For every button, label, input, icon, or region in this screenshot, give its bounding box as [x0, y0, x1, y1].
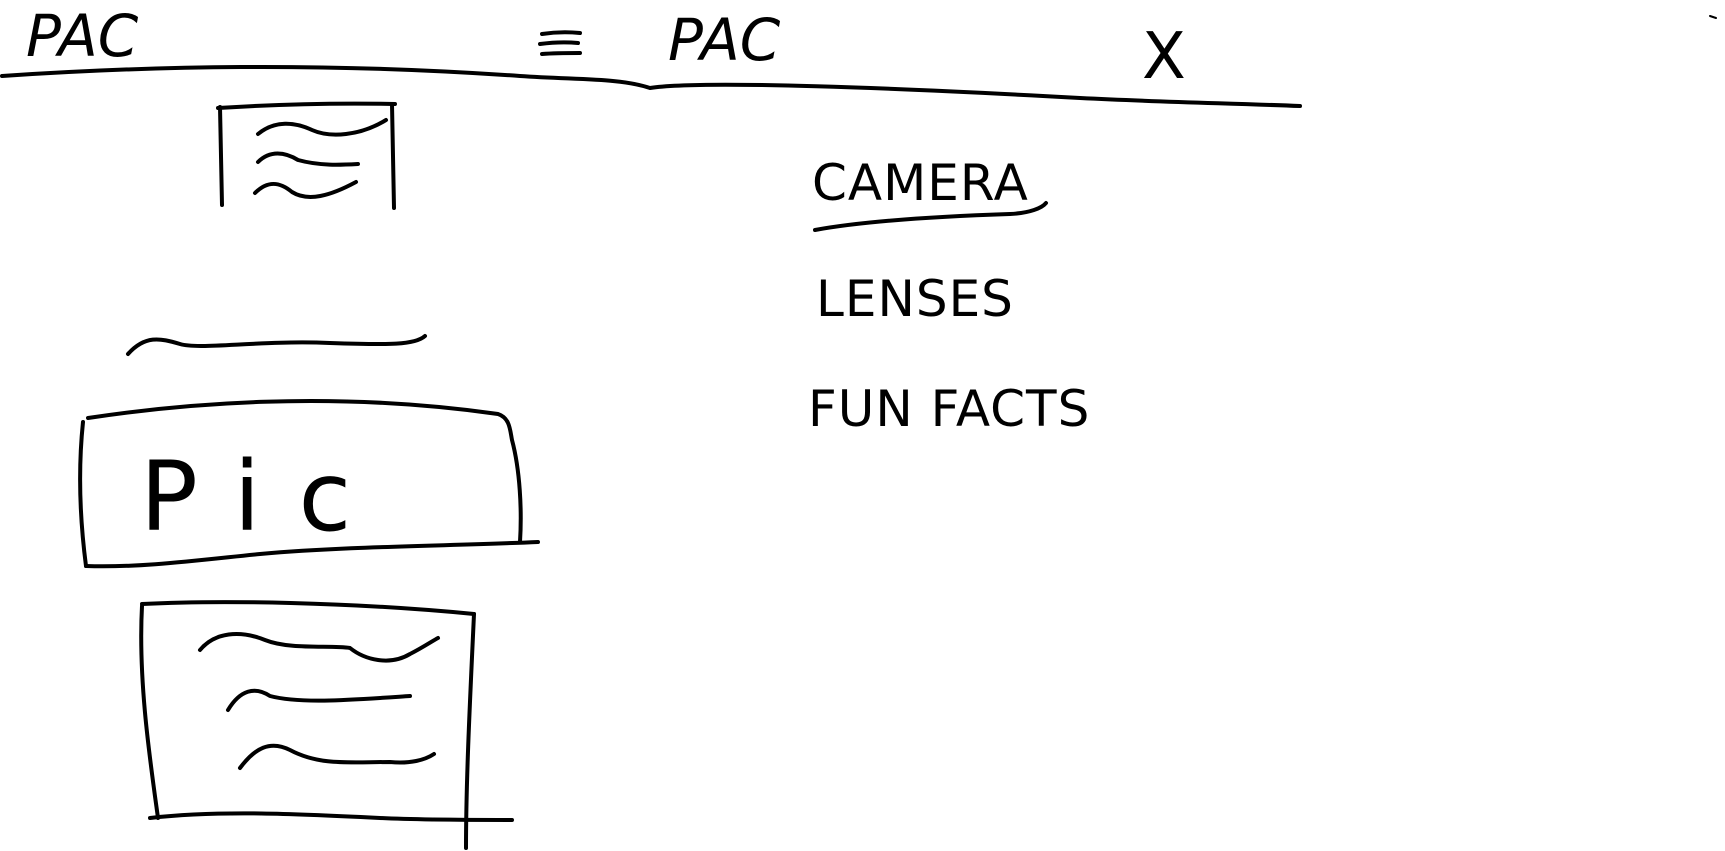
right-screen: PAC X CAMERA LENSES FUN FACTS [538, 6, 1186, 438]
bottom-content-card [139, 600, 514, 850]
menu-item-fun-facts[interactable]: FUN FACTS [808, 380, 1090, 438]
close-menu-button[interactable]: X [1142, 20, 1186, 94]
active-item-underline [813, 201, 1048, 232]
heading-placeholder [126, 334, 427, 356]
nav-menu: CAMERA LENSES FUN FACTS [808, 154, 1090, 438]
text-line-placeholder [198, 632, 440, 663]
stray-mark [1709, 15, 1717, 19]
text-line-placeholder [253, 180, 358, 199]
header-divider [0, 64, 1302, 108]
left-screen: PAC Pic [26, 2, 540, 850]
text-line-placeholder [226, 688, 412, 712]
left-logo[interactable]: PAC [26, 2, 139, 70]
image-placeholder: Pic [78, 399, 540, 569]
image-placeholder-label: Pic [140, 441, 389, 553]
text-line-placeholder [238, 743, 436, 770]
menu-item-lenses[interactable]: LENSES [816, 270, 1014, 328]
menu-item-camera[interactable]: CAMERA [812, 154, 1029, 212]
text-line-placeholder [256, 151, 360, 167]
text-line-placeholder [256, 118, 388, 137]
top-content-card [216, 101, 397, 210]
right-logo[interactable]: PAC [668, 6, 781, 74]
hamburger-menu-icon[interactable] [538, 30, 582, 56]
